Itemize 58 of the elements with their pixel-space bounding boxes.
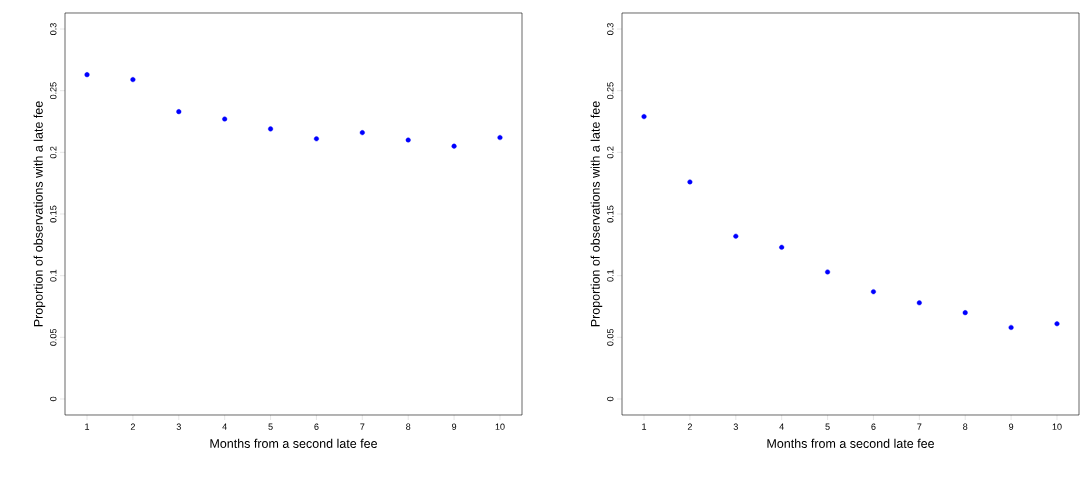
- x-axis-title: Months from a second late fee: [767, 438, 935, 448]
- y-axis-title: Proportion of observations with a late fee: [33, 101, 46, 327]
- x-tick-label: 7: [360, 423, 365, 430]
- x-tick-label: 3: [733, 423, 738, 430]
- point: [1054, 321, 1060, 327]
- y-tick-label: 0.15: [607, 205, 614, 223]
- x-tick-label: 4: [222, 423, 227, 430]
- point: [687, 179, 693, 185]
- x-axis-title: Months from a second late fee: [210, 438, 377, 448]
- y-tick-label: 0.25: [50, 82, 57, 100]
- x-tick-label: 3: [176, 423, 181, 430]
- x-tick-label: 8: [406, 423, 411, 430]
- y-tick-label: 0.2: [50, 146, 57, 159]
- point: [962, 310, 968, 316]
- x-tick-label: 9: [1009, 423, 1014, 430]
- point: [405, 137, 411, 143]
- y-tick-label: 0.3: [607, 23, 614, 35]
- x-tick-label: 9: [452, 423, 457, 430]
- y-tick-label: 0.15: [50, 205, 57, 223]
- y-axis-title: Proportion of observations with a late fee: [590, 101, 603, 327]
- x-tick-label: 4: [779, 423, 784, 430]
- x-tick-label: 7: [917, 423, 922, 430]
- y-tick-label: 0.05: [50, 328, 57, 346]
- point: [1008, 324, 1014, 330]
- x-tick-label: 2: [687, 423, 692, 430]
- x-tick-label: 10: [1052, 423, 1062, 430]
- y-tick-label: 0.05: [607, 328, 614, 346]
- x-tick-label: 1: [642, 423, 647, 430]
- x-tick-label: 10: [495, 423, 505, 430]
- point: [313, 136, 319, 142]
- point: [130, 77, 136, 83]
- y-tick-label: 0.1: [607, 269, 614, 282]
- y-tick-label: 0.1: [50, 269, 57, 282]
- y-tick-label: 0.2: [607, 146, 614, 159]
- point: [84, 72, 90, 78]
- point: [451, 143, 457, 149]
- point: [641, 114, 647, 120]
- y-tick-label: 0: [607, 396, 614, 402]
- x-tick-label: 5: [268, 423, 273, 430]
- x-tick-label: 5: [825, 423, 830, 430]
- point: [916, 300, 922, 306]
- point: [779, 244, 785, 250]
- point: [497, 135, 503, 141]
- point: [222, 116, 228, 122]
- point: [733, 233, 739, 239]
- x-tick-label: 2: [130, 423, 135, 430]
- point: [359, 130, 365, 136]
- point: [268, 126, 274, 132]
- y-tick-label: 0: [50, 396, 57, 402]
- point: [176, 109, 182, 115]
- y-tick-label: 0.25: [607, 82, 614, 100]
- x-tick-label: 6: [871, 423, 876, 430]
- x-tick-label: 1: [85, 423, 90, 430]
- y-tick-label: 0.3: [50, 23, 57, 35]
- x-tick-label: 6: [314, 423, 319, 430]
- point: [825, 269, 831, 275]
- x-tick-label: 8: [963, 423, 968, 430]
- point: [870, 289, 876, 295]
